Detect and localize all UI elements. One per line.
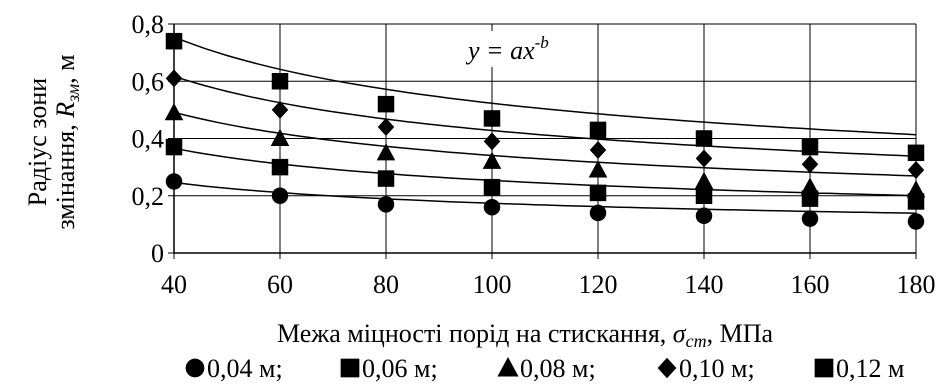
data-point-series-4	[907, 160, 925, 179]
legend-label-1: 0,04 м;	[207, 354, 283, 383]
data-point-series-4	[271, 100, 289, 119]
legend-label-5: 0,12 м	[836, 354, 904, 383]
data-point-series-5	[483, 110, 501, 127]
legend-marker-3	[497, 356, 519, 377]
data-point-series-5	[271, 73, 289, 90]
data-point-series-1	[695, 207, 713, 225]
data-point-series-1	[801, 210, 819, 227]
equation-label: y = ax-b	[465, 33, 549, 65]
data-point-series-4	[589, 140, 607, 159]
data-point-series-5	[377, 95, 395, 113]
data-point-series-3	[270, 128, 290, 146]
data-point-series-3	[694, 171, 714, 189]
data-point-series-1	[907, 213, 925, 230]
data-point-series-1	[271, 187, 289, 204]
data-point-series-5	[589, 121, 607, 139]
legend-label-2: 0,06 м;	[362, 354, 438, 383]
x-tick-label: 80	[373, 270, 399, 299]
data-point-series-3	[588, 160, 608, 178]
tick-labels: 0 0,2 0,4 0,6 0,8 40 60 80 100 120 140 160 180	[132, 10, 936, 299]
legend-marker-5	[814, 358, 834, 378]
equation-background	[461, 31, 553, 67]
data-point-series-3	[376, 143, 396, 161]
trend-curve-2	[173, 147, 917, 197]
data-point-series-2	[695, 187, 713, 204]
data-point-series-4	[801, 155, 819, 174]
data-point-series-3	[906, 180, 926, 198]
data-markers	[164, 32, 926, 230]
data-point-series-5	[907, 144, 925, 162]
y-tick-label: 0,8	[132, 10, 165, 39]
data-point-series-4	[483, 132, 501, 151]
y-tick-label: 0,2	[132, 182, 165, 211]
data-point-series-4	[695, 149, 713, 168]
trend-curve-1	[173, 181, 917, 214]
data-point-series-1	[483, 198, 501, 216]
legend-marker-2	[340, 358, 360, 378]
x-tick-label: 160	[791, 270, 830, 299]
x-tick-label: 40	[161, 270, 187, 299]
x-tick-label: 120	[579, 270, 618, 299]
data-point-series-3	[482, 151, 502, 169]
y-axis-label-line1: Радіус зони	[23, 78, 52, 207]
trend-curve-5	[173, 36, 917, 136]
axes	[168, 23, 917, 259]
trend-curve-4	[173, 75, 917, 157]
y-tick-label: 0	[151, 239, 164, 268]
x-tick-label: 140	[685, 270, 724, 299]
y-axis-label-line2: змінання, Rзм, м	[51, 54, 83, 229]
data-point-series-3	[800, 177, 820, 195]
y-tick-label: 0,4	[132, 125, 165, 154]
legend-marker-4	[657, 357, 677, 379]
data-point-series-1	[377, 196, 395, 213]
trend-curve-3	[173, 111, 917, 177]
data-point-series-2	[483, 178, 501, 196]
data-point-series-1	[589, 204, 607, 222]
x-tick-label: 180	[897, 270, 936, 299]
trend-curves	[173, 36, 917, 214]
y-tick-label: 0,6	[132, 67, 165, 96]
data-point-series-2	[589, 184, 607, 202]
legend-marker-1	[185, 358, 205, 378]
data-point-series-2	[377, 170, 395, 187]
data-point-series-4	[377, 118, 395, 137]
y-axis-label: Радіус зони змінання, Rзм, м	[23, 54, 83, 229]
legend: 0,04 м; 0,06 м; 0,08 м; 0,10 м; 0,12 м	[185, 354, 904, 383]
data-point-series-5	[801, 138, 819, 156]
x-tick-label: 100	[473, 270, 512, 299]
x-axis-label: Межа міцності порід на стискання, σcm, М…	[277, 319, 774, 351]
x-tick-label: 60	[267, 270, 293, 299]
legend-label-3: 0,08 м;	[520, 354, 596, 383]
data-point-series-5	[695, 130, 713, 147]
legend-label-4: 0,10 м;	[679, 354, 755, 383]
data-point-series-2	[271, 158, 289, 176]
